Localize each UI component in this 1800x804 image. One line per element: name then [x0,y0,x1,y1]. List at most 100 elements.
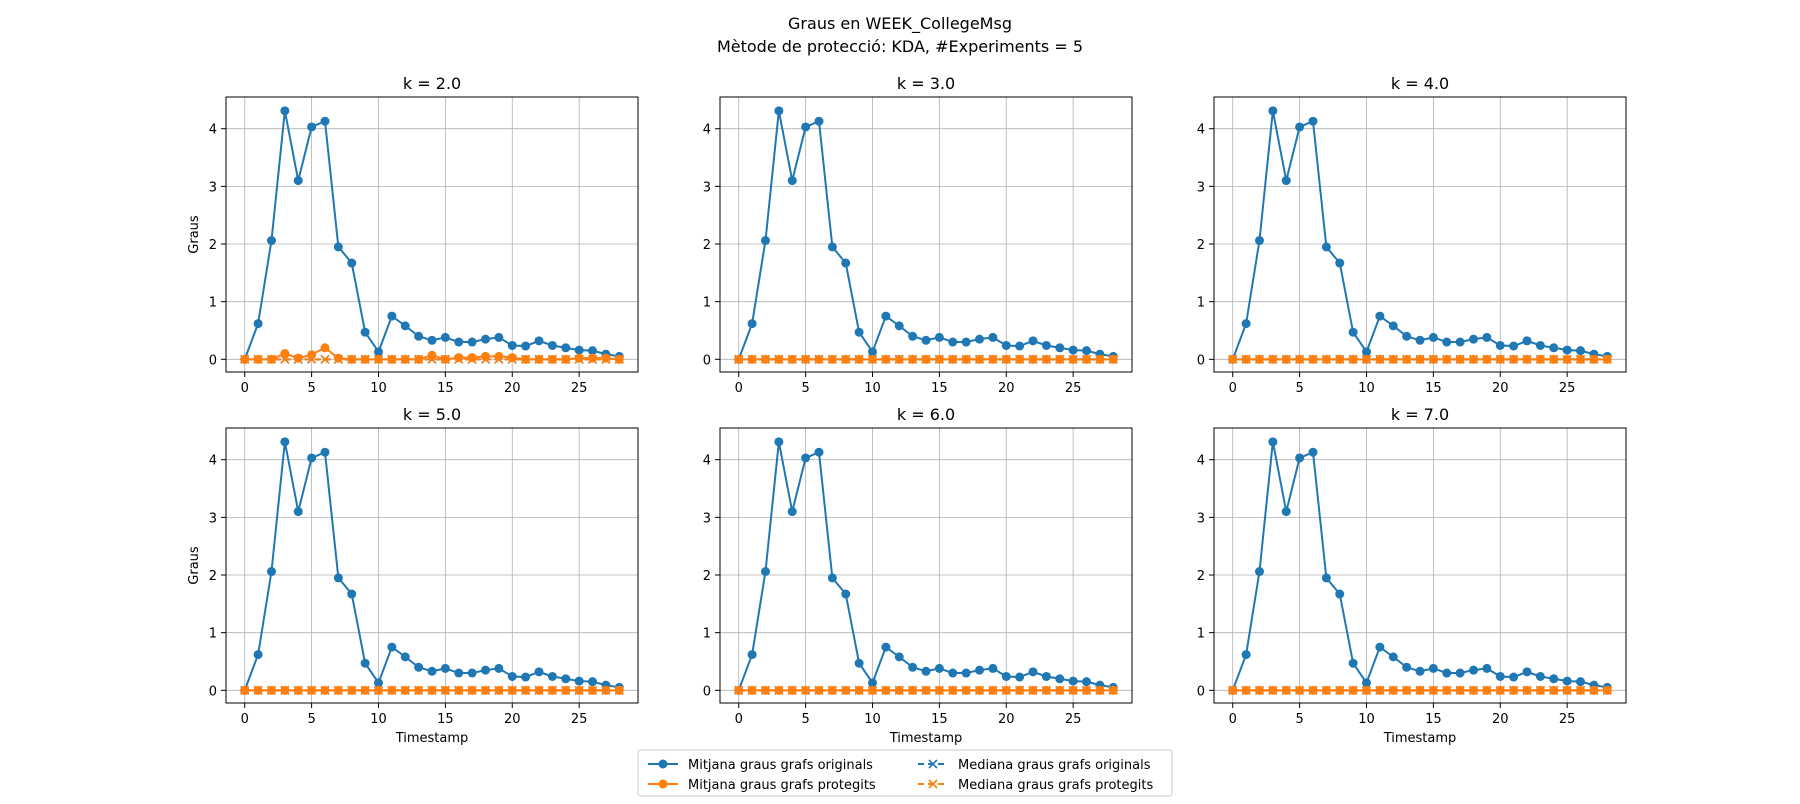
data-point-x [240,354,250,364]
subplot-title: k = 2.0 [403,74,461,93]
data-point [1428,332,1438,342]
data-point-x [1495,354,1505,364]
data-point-x [293,354,303,364]
data-point [1482,332,1492,342]
data-point [1455,668,1465,678]
data-point [1055,674,1065,684]
data-point [601,353,611,363]
data-point [1388,321,1398,331]
data-point [975,334,985,344]
data-point [414,662,424,672]
x-tick-label: 5 [1295,712,1303,727]
data-point [400,321,410,331]
data-point [481,665,491,675]
data-point-x [347,354,357,364]
data-point [1015,672,1025,682]
subplot-3: 0 5 10 15 20 25 0 1 2 3 4 k = 4.0 [1197,74,1627,396]
data-point-x [854,685,864,695]
legend-label: Mediana graus grafs protegits [958,778,1153,793]
x-axis-label: Timestamp [889,731,963,746]
data-point [574,676,584,686]
data-point-x [561,685,571,695]
data-point [1562,345,1572,355]
data-point-x [1535,354,1545,364]
data-point [1388,652,1398,662]
data-point-x [760,354,771,364]
data-point-x [1495,685,1505,695]
data-point-x [1589,354,1599,364]
data-point-x [841,685,851,695]
data-point [921,335,931,345]
x-tick-label: 10 [370,381,387,396]
x-tick-label: 5 [307,712,315,727]
data-point-x [1055,354,1065,364]
y-tick-label: 1 [703,296,711,311]
data-point-x [1068,685,1078,695]
data-point [1295,122,1305,132]
data-point-x [360,354,370,364]
y-tick-label: 4 [703,454,711,469]
data-point-x [373,354,384,364]
data-point [988,332,998,342]
data-point-x [440,685,450,695]
y-tick-label: 0 [209,353,217,368]
data-point-x [1241,354,1251,364]
data-point [400,652,410,662]
data-point-x [814,354,824,364]
data-point-x [988,685,998,695]
data-point [1254,567,1264,577]
x-axis-label: Timestamp [1383,731,1457,746]
data-point [1028,667,1038,677]
data-point [307,453,317,463]
legend-marker [658,759,668,769]
x-tick-label: 0 [1229,381,1237,396]
data-point-x [427,354,437,364]
data-point [333,353,343,363]
data-point-x [547,354,557,364]
data-point [266,236,276,246]
y-tick-label: 1 [209,296,217,311]
data-point [373,678,383,688]
data-point-x [1375,354,1385,364]
data-point [481,334,491,344]
legend-item: Mediana graus grafs originals [918,758,1151,773]
data-point [1028,336,1038,346]
data-point [293,353,303,363]
data-point-x [1068,354,1078,364]
data-point-x [734,354,744,364]
data-point [440,332,450,342]
data-point-x [601,354,611,364]
data-point-x [387,685,397,695]
data-point-x [253,685,263,695]
data-point-x [988,354,998,364]
data-point [894,652,904,662]
data-point [881,311,891,321]
axes-frame [1213,427,1627,704]
x-tick-label: 25 [571,381,588,396]
data-point-x [827,685,837,695]
y-tick-label: 0 [1197,684,1205,699]
data-point-x [614,685,624,695]
data-point [1001,671,1011,681]
data-point-x [1308,354,1318,364]
data-point [333,242,343,252]
data-point-x [1108,685,1118,695]
data-point [1442,337,1452,347]
data-point-x [454,685,464,695]
data-point [1469,334,1479,344]
data-point-x [614,354,624,364]
data-point-x [1015,685,1025,695]
y-tick-label: 4 [1197,123,1205,138]
x-tick-label: 15 [1425,381,1442,396]
data-point-x [948,354,958,364]
data-point-x [867,685,878,695]
data-point-x [1549,354,1559,364]
y-tick-label: 0 [1197,353,1205,368]
data-point-x [1228,685,1238,695]
data-point-x [1402,354,1412,364]
data-point-x [894,685,904,695]
data-point-x [480,354,491,364]
data-point [347,589,357,599]
data-point [1268,106,1278,116]
y-tick-label: 3 [703,511,711,526]
